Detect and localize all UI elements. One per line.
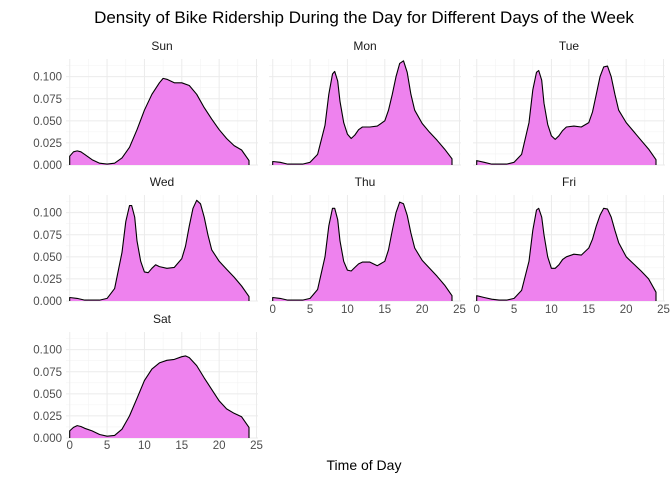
x-tick-label: 0 [270,304,276,316]
y-tick-label: 0.050 [33,116,62,128]
y-tick-label: 0.075 [33,230,62,242]
facet-strip-label: Sun [151,39,172,53]
x-tick-label: 15 [378,304,391,316]
x-tick-label: 25 [657,304,670,316]
facet-panel-tue: Tue [473,39,665,166]
x-tick-label: 0 [474,304,480,316]
x-tick-label: 10 [545,304,558,316]
x-tick-label: 10 [341,304,354,316]
y-tick-label: 0.050 [33,389,62,401]
y-tick-label: 0.100 [33,72,62,84]
x-tick-label: 25 [453,304,466,316]
y-tick-label: 0.025 [33,411,62,423]
facet-panel-fri: Fri 0 5 10 15 20 25 [473,175,670,316]
y-tick-label: 0.050 [33,252,62,264]
facet-strip-label: Thu [355,175,376,189]
facet-strip-label: Fri [562,175,576,189]
density-line [69,77,250,165]
density-area [69,200,249,301]
x-tick-label: 5 [511,304,517,316]
y-tick-label: 0.000 [33,433,62,445]
density-line [272,60,453,165]
x-tick-label: 10 [138,440,151,452]
density-area [272,202,452,301]
x-tick-label: 20 [620,304,633,316]
density-area [69,355,249,438]
x-tick-label: 20 [416,304,429,316]
x-tick-label: 5 [104,440,110,452]
x-tick-label: 25 [250,440,263,452]
facet-panel-mon: Mon [269,39,461,166]
density-area [476,66,656,165]
facet-strip-label: Wed [150,175,174,189]
y-tick-label: 0.100 [33,208,62,220]
density-line [476,207,657,301]
x-tick-label: 5 [307,304,313,316]
density-area [272,60,452,165]
facet-panel-sat: Sat 0.000 0.025 0.050 0.075 0.100 0 5 10 15 20 25 [33,312,263,452]
y-tick-label: 0.000 [33,160,62,172]
y-tick-label: 0.075 [33,94,62,106]
density-area [476,208,656,301]
y-tick-label: 0.100 [33,345,62,357]
facet-strip-label: Tue [559,39,580,53]
x-axis-label: Time of Day [327,457,402,473]
y-tick-label: 0.025 [33,274,62,286]
y-tick-label: 0.025 [33,138,62,150]
density-line [69,199,250,301]
density-line [69,355,250,438]
density-line [272,201,453,301]
y-tick-label: 0.000 [33,296,62,308]
facet-panel-sun: Sun 0.000 0.025 0.050 0.075 0.100 [33,39,258,172]
x-tick-label: 0 [67,440,73,452]
chart-title: Density of Bike Ridership During the Day… [94,8,634,27]
facet-strip-label: Mon [353,39,376,53]
facet-panels: Sun 0.000 0.025 0.050 0.075 0.100 Mon Tue Wed 0.0… [33,39,670,452]
density-area [69,78,249,165]
facet-panel-thu: Thu 0 5 10 15 20 25 [269,175,466,316]
facet-strip-label: Sat [153,312,172,326]
x-tick-label: 20 [213,440,226,452]
y-tick-label: 0.075 [33,367,62,379]
facet-panel-wed: Wed 0.000 0.025 0.050 0.075 0.100 [33,175,258,308]
x-tick-label: 15 [175,440,188,452]
density-line [476,65,657,165]
x-tick-label: 15 [582,304,595,316]
